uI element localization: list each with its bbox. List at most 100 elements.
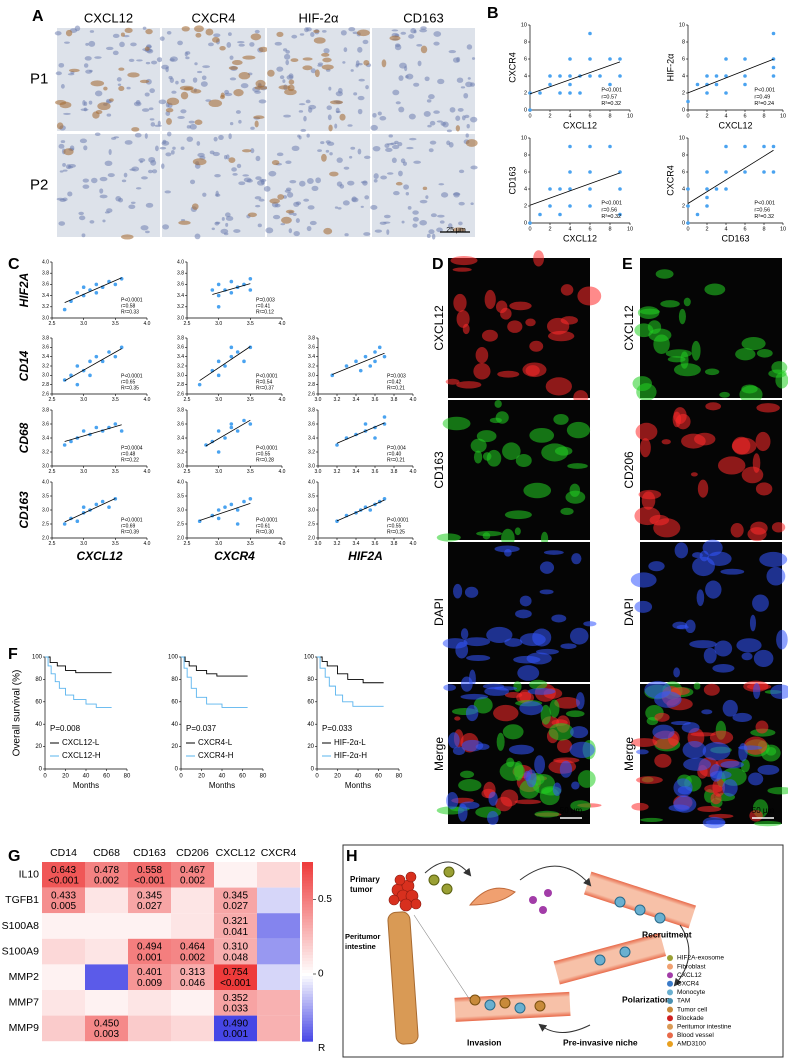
signal: [635, 422, 658, 441]
legend-label: CXCL12-L: [62, 738, 100, 747]
point: [686, 187, 690, 191]
y-tick-label: 4: [682, 186, 685, 192]
fluorescence-image: [634, 400, 786, 542]
survival-curve: [181, 656, 248, 708]
nucleus: [339, 184, 345, 189]
point: [223, 364, 227, 368]
nucleus: [157, 120, 161, 126]
signal: [504, 548, 512, 557]
signal: [442, 416, 471, 431]
point: [363, 422, 368, 426]
nucleus: [228, 32, 232, 37]
cell-p: 0.009: [137, 978, 162, 989]
x-tick-label: 3.0: [215, 541, 222, 547]
nucleus: [466, 123, 470, 129]
cell-p: 0.027: [137, 901, 162, 912]
legend-icon: [667, 1023, 673, 1030]
point: [724, 170, 728, 174]
nucleus: [67, 191, 73, 197]
signal: [552, 782, 562, 797]
heat-cell: [85, 913, 128, 939]
nucleus: [360, 205, 364, 208]
fit-line: [336, 422, 385, 444]
signal: [448, 732, 460, 749]
nucleus: [180, 146, 185, 150]
colorbar-step: [302, 909, 313, 914]
point: [705, 195, 709, 200]
point: [81, 505, 86, 510]
fit-line: [212, 283, 251, 295]
nucleus: [215, 221, 221, 224]
heat-cell: [42, 887, 85, 914]
nucleus: [214, 174, 221, 178]
nucleus: [413, 160, 421, 164]
y-tick-label: 10: [521, 135, 527, 141]
legend-icon: [667, 955, 673, 961]
point: [69, 373, 73, 378]
nucleus: [229, 77, 237, 81]
nucleus: [347, 124, 353, 127]
signal: [678, 308, 686, 325]
nucleus: [147, 169, 153, 174]
nucleus: [185, 51, 191, 55]
arrow: [519, 865, 592, 887]
point: [743, 144, 747, 149]
nucleus: [470, 165, 478, 170]
nucleus: [351, 196, 357, 202]
h-label: tumor: [350, 885, 373, 894]
signal: [639, 308, 660, 315]
colorbar-step: [302, 945, 313, 950]
heat-cell: [128, 938, 171, 965]
signal: [514, 799, 542, 805]
point: [62, 443, 67, 447]
point: [235, 350, 240, 354]
x-tick-label: 3.4: [353, 397, 360, 403]
row-label: MMP9: [9, 1022, 39, 1034]
y-tick-label: 10: [679, 22, 685, 28]
nucleus: [456, 77, 464, 83]
signal: [730, 523, 744, 538]
stain: [452, 227, 466, 233]
y-tick-label: 2.5: [177, 521, 184, 527]
point: [210, 288, 215, 292]
nucleus: [83, 145, 88, 151]
y-tick-label: 3.4: [42, 435, 49, 441]
scale-bar-label: 50 μm: [752, 806, 775, 815]
nucleus: [350, 69, 354, 72]
legend-icon: [667, 1041, 673, 1047]
y-tick-label: 2: [682, 203, 685, 209]
x-tick-label: 20: [198, 774, 205, 780]
signal: [704, 283, 726, 296]
y-tick-label: 2.8: [308, 382, 315, 388]
nucleus: [94, 90, 103, 97]
stain: [258, 46, 268, 53]
nucleus: [91, 177, 98, 184]
x-tick-label: 3.0: [315, 469, 322, 475]
nucleus: [433, 41, 440, 46]
signal: [514, 527, 521, 536]
stat-text: R²=0.21: [387, 385, 405, 391]
y-tick-label: 3.2: [177, 304, 184, 310]
point: [229, 422, 234, 426]
stat-text: r=0.56: [601, 207, 617, 213]
signal: [470, 438, 487, 453]
nucleus: [287, 192, 294, 198]
point: [75, 519, 80, 523]
h-label: Recruitment: [642, 929, 692, 939]
signal: [494, 400, 502, 408]
stat-text: R²=0.22: [121, 457, 139, 463]
nucleus: [426, 99, 432, 103]
nucleus: [293, 230, 300, 237]
x-tick-label: 4.0: [279, 469, 286, 475]
y-tick-label: 3.2: [42, 449, 49, 455]
point: [608, 144, 612, 149]
signal: [560, 643, 577, 650]
stain: [363, 59, 370, 66]
nucleus: [148, 156, 156, 163]
nucleus: [254, 90, 261, 94]
heat-cell: [42, 1015, 85, 1042]
signal: [529, 427, 555, 443]
legend-icon: [667, 1032, 673, 1039]
signal: [577, 286, 602, 306]
nucleus: [431, 233, 436, 240]
